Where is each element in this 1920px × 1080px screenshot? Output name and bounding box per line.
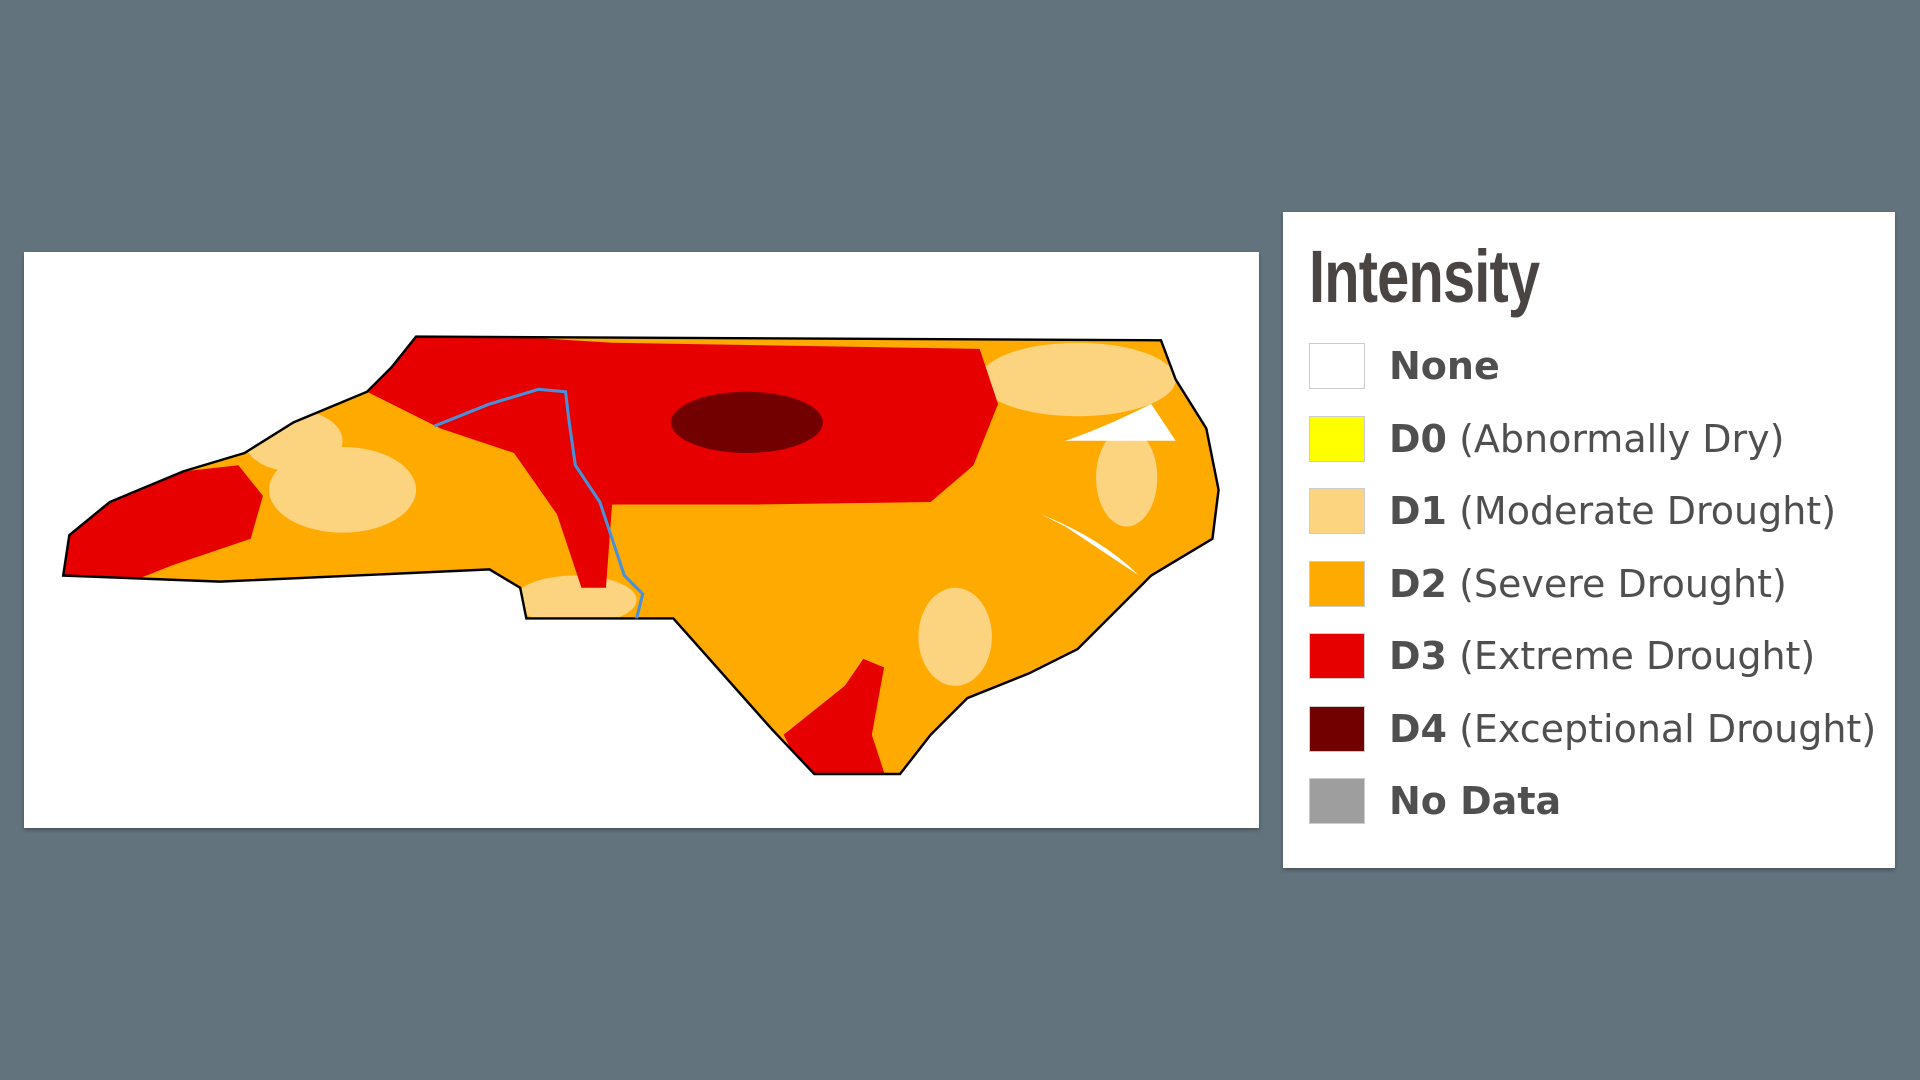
legend-code: None [1389,344,1500,388]
legend-swatch [1309,415,1365,462]
legend-swatch [1309,343,1365,389]
sounds [1040,404,1176,576]
legend-text: None [1389,344,1500,388]
legend-code: D3 [1389,634,1447,678]
legend-text: D0 (Abnormally Dry) [1389,417,1785,461]
legend-swatch [1309,488,1365,534]
legend-item: None [1309,342,1500,390]
legend-label: (Severe Drought) [1459,561,1787,606]
legend-swatch [1309,560,1365,607]
legend: Intensity None D0 (Abnormally Dry) D1 (Mod… [1283,212,1895,868]
legend-text: D2 (Severe Drought) [1389,562,1787,606]
river [433,387,645,619]
legend-text: D4 (Exceptional Drought) [1389,707,1876,751]
legend-swatch [1309,705,1365,752]
legend-swatch [1309,633,1365,679]
legend-label: (Exceptional Drought) [1459,706,1877,751]
drought-map [24,252,1259,828]
legend-item: D0 (Abnormally Dry) [1309,415,1785,463]
legend-label: (Moderate Drought) [1459,489,1837,533]
legend-code: D2 [1389,561,1447,606]
legend-code: D4 [1389,706,1447,751]
legend-item: D2 (Severe Drought) [1309,560,1787,608]
legend-text: No Data [1389,779,1561,823]
legend-text: D3 (Extreme Drought) [1389,634,1815,678]
legend-item: D1 (Moderate Drought) [1309,487,1836,535]
legend-title: Intensity [1309,235,1540,318]
legend-text: D1 (Moderate Drought) [1389,489,1836,533]
state-outline [61,335,1220,776]
legend-item: D4 (Exceptional Drought) [1309,705,1876,753]
legend-item: D3 (Extreme Drought) [1309,632,1815,680]
legend-label: (Extreme Drought) [1459,634,1816,678]
legend-label: (Abnormally Dry) [1459,416,1785,461]
legend-swatch [1309,778,1365,824]
legend-code: D1 [1389,489,1447,533]
legend-code: No Data [1389,779,1562,823]
legend-code: D0 [1389,416,1447,461]
legend-item: No Data [1309,777,1561,825]
